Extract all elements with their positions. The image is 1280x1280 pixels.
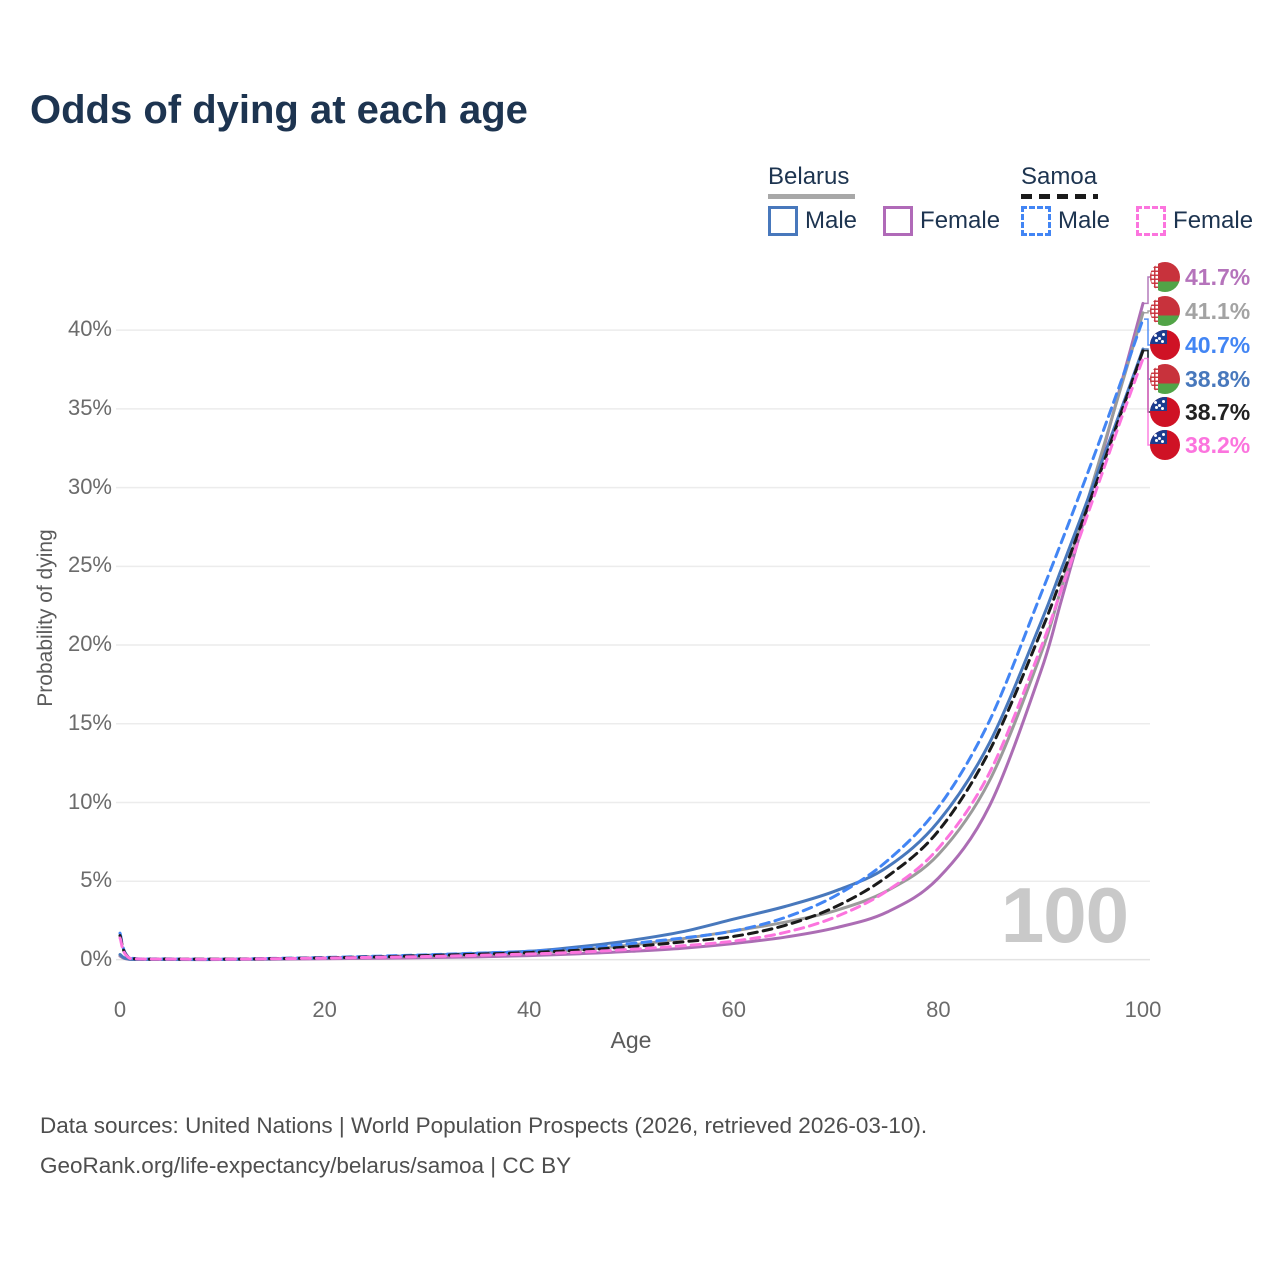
legend-label-belarus-female: Female xyxy=(920,207,1001,234)
series-line-samoa-all[interactable] xyxy=(118,349,1145,961)
end-label-value-samoa-all: 38.7% xyxy=(1185,398,1251,425)
end-label-value-belarus-male: 38.8% xyxy=(1185,365,1251,392)
end-label-row-samoa-all[interactable]: 38.7% xyxy=(1150,397,1250,427)
legend-swatch-belarus-male[interactable] xyxy=(768,206,798,236)
legend-item-belarus-female[interactable]: Female xyxy=(883,206,1000,236)
end-label-row-belarus-all[interactable]: 41.1% xyxy=(1150,296,1250,326)
legend-label-samoa-male: Male xyxy=(1058,207,1111,234)
end-label-value-samoa-female: 38.2% xyxy=(1185,431,1251,458)
series-line-belarus-all[interactable] xyxy=(118,311,1145,961)
flag-icon-belarus xyxy=(1150,364,1180,394)
y-tick-label-10: 10% xyxy=(67,788,112,814)
legend-swatch-samoa-female[interactable] xyxy=(1136,206,1167,236)
legend-underline-dashed xyxy=(1021,194,1098,199)
legend-item-belarus-male[interactable]: Male xyxy=(768,206,857,236)
footer-attribution: GeoRank.org/life-expectancy/belarus/samo… xyxy=(40,1153,572,1178)
end-label-row-belarus-female[interactable]: 41.7% xyxy=(1150,262,1250,292)
legend-label-samoa-female: Female xyxy=(1173,207,1254,234)
legend-group-samoa: Samoa Male Female xyxy=(1021,163,1253,236)
y-tick-label-15: 15% xyxy=(67,709,112,735)
end-label-row-belarus-male[interactable]: 38.8% xyxy=(1150,364,1250,394)
flag-icon-samoa xyxy=(1150,397,1180,427)
x-tick-label-60: 60 xyxy=(721,997,747,1022)
legend-swatch-samoa-male[interactable] xyxy=(1021,206,1051,236)
y-tick-label-40: 40% xyxy=(67,316,112,342)
series-line-belarus-male[interactable] xyxy=(118,347,1145,961)
y-tick-label-30: 30% xyxy=(67,473,112,499)
legend-group-belarus: Belarus Male Female xyxy=(768,163,1000,236)
end-label-value-belarus-female: 41.7% xyxy=(1185,263,1251,290)
end-label-row-samoa-female[interactable]: 38.2% xyxy=(1150,430,1250,460)
y-tick-label-35: 35% xyxy=(67,394,112,420)
x-tick-label-20: 20 xyxy=(312,997,337,1022)
x-tick-label-80: 80 xyxy=(926,997,951,1022)
x-tick-label-40: 40 xyxy=(516,997,542,1022)
y-tick-label-0: 0% xyxy=(80,945,112,971)
flag-icon-belarus xyxy=(1150,262,1180,292)
flag-icon-belarus xyxy=(1150,296,1180,326)
legend-item-samoa-male[interactable]: Male xyxy=(1021,206,1110,236)
y-axis-title: Probability of dying xyxy=(34,529,57,707)
x-tick-label-100: 100 xyxy=(1124,997,1162,1022)
end-label-connector-belarus-all xyxy=(1144,310,1151,314)
end-label-connector-samoa-male xyxy=(1144,318,1151,346)
y-tick-label-5: 5% xyxy=(80,867,112,893)
series-line-samoa-female[interactable] xyxy=(118,357,1145,961)
page-title: Odds of dying at each age xyxy=(30,88,528,132)
x-axis-title: Age xyxy=(610,1027,652,1053)
series-line-belarus-female[interactable] xyxy=(118,301,1145,962)
x-tick-label-0: 0 xyxy=(113,997,127,1022)
flag-icon-samoa xyxy=(1150,430,1180,460)
y-tick-label-20: 20% xyxy=(67,631,112,657)
end-label-value-samoa-male: 40.7% xyxy=(1185,331,1251,358)
end-label-row-samoa-male[interactable]: 40.7% xyxy=(1150,330,1250,360)
legend-country-belarus[interactable]: Belarus xyxy=(768,163,850,190)
end-label-connector-samoa-female xyxy=(1144,357,1151,446)
legend-label-belarus-male: Male xyxy=(805,207,858,234)
legend-item-samoa-female[interactable]: Female xyxy=(1136,206,1253,236)
y-tick-label-25: 25% xyxy=(67,552,112,578)
legend-underline-solid xyxy=(768,194,855,199)
end-label-connector-belarus-female xyxy=(1144,276,1151,305)
footer-data-sources: Data sources: United Nations | World Pop… xyxy=(40,1113,928,1138)
legend-swatch-belarus-female[interactable] xyxy=(883,206,914,236)
end-label-value-belarus-all: 41.1% xyxy=(1185,297,1251,324)
legend-country-samoa[interactable]: Samoa xyxy=(1021,163,1098,190)
series-line-samoa-male[interactable] xyxy=(118,317,1145,961)
flag-icon-samoa xyxy=(1150,330,1180,360)
footer: Data sources: United Nations | World Pop… xyxy=(40,1106,927,1186)
age-watermark: 100 xyxy=(1000,871,1129,959)
